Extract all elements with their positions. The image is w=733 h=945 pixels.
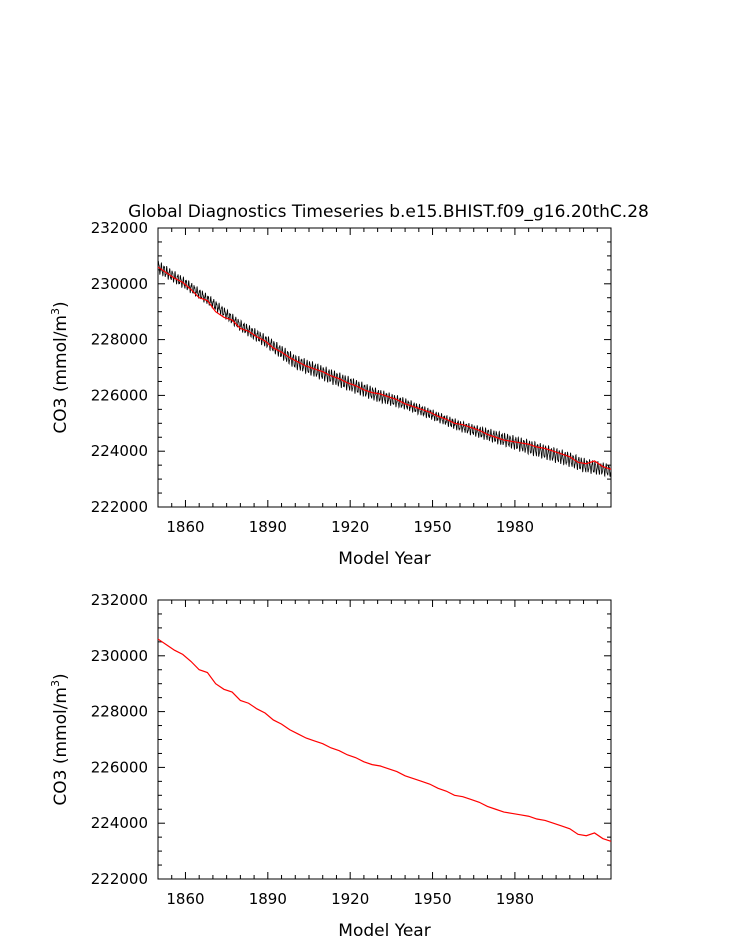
x-tick-label: 1950 [413, 518, 451, 536]
y-tick-label: 228000 [91, 331, 148, 349]
chart-title: Global Diagnostics Timeseries b.e15.BHIS… [128, 202, 649, 222]
chart-panel-2: 1860 1890 1920 1950 1980 222000 224000 226000 22… [49, 591, 612, 941]
y-tick-label: 230000 [91, 275, 148, 293]
x-tick-label: 1890 [249, 518, 287, 536]
x-axis-label: Model Year [338, 921, 430, 941]
y-tick-label: 222000 [91, 498, 148, 516]
y-tick-label: 226000 [91, 386, 148, 404]
x-tick-label: 1950 [413, 890, 451, 908]
y-axis-label: CO3 (mmol/m3) [49, 301, 71, 433]
x-tick-label: 1980 [496, 518, 534, 536]
x-tick-label: 1980 [496, 890, 534, 908]
y-tick-label: 224000 [91, 442, 148, 460]
monthly-series-line-1 [157, 260, 612, 478]
y-axis-label: CO3 (mmol/m3) [49, 673, 71, 805]
y-axis-label-close: ) [51, 301, 71, 308]
annual-series-line-2 [157, 266, 612, 470]
y-axis-label-text: CO3 (mmol/m [51, 687, 71, 806]
plot-frame [157, 227, 612, 508]
y-tick-label: 226000 [91, 758, 148, 776]
y-axis-label-close: ) [51, 673, 71, 680]
y-tick-label: 232000 [91, 591, 148, 609]
y-axis-label-superscript: 3 [49, 680, 62, 687]
x-tick-label: 1860 [166, 890, 204, 908]
annual-series-line-1 [157, 638, 612, 842]
y-axis-label-superscript: 3 [49, 308, 62, 315]
x-tick-label: 1890 [249, 890, 287, 908]
y-tick-label: 232000 [91, 219, 148, 237]
y-tick-label: 222000 [91, 870, 148, 888]
y-axis-label-text: CO3 (mmol/m [51, 315, 71, 434]
x-axis-label: Model Year [338, 549, 430, 569]
x-tick-label: 1920 [331, 890, 369, 908]
plot-frame [157, 599, 612, 880]
x-tick-label: 1920 [331, 518, 369, 536]
chart-panel-1: 1860 1890 1920 1950 1980 222000 224000 226000 22… [49, 202, 649, 569]
y-tick-label: 224000 [91, 814, 148, 832]
y-tick-label: 228000 [91, 703, 148, 721]
x-tick-label: 1860 [166, 518, 204, 536]
y-tick-label: 230000 [91, 647, 148, 665]
